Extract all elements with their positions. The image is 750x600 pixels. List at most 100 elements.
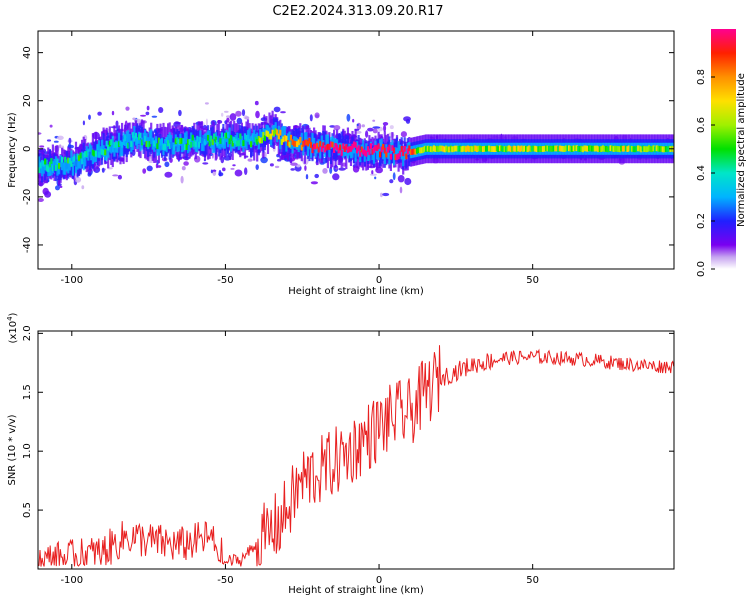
- spectrogram-ridge-cell: [87, 149, 90, 156]
- spectrogram-ridge-cell: [471, 146, 474, 153]
- spectrogram-band-cell: [71, 163, 74, 176]
- spectrogram-ridge-cell: [94, 151, 97, 157]
- spectrogram-noise-cell: [46, 139, 52, 142]
- spectrogram-ridge-cell: [236, 140, 239, 147]
- spectrogram-noise-cell: [382, 122, 389, 126]
- spectrogram-band-cell: [117, 140, 121, 160]
- spectrogram-band-cell: [227, 135, 230, 148]
- spectrogram-ridge-cell: [652, 145, 655, 152]
- spectrogram-ridge-cell: [606, 146, 609, 153]
- spectrogram-noise-cell: [132, 117, 136, 121]
- spectrogram-band-cell: [402, 154, 405, 167]
- spectrogram-ridge-cell: [99, 148, 102, 155]
- spectrogram-ridge-cell: [328, 144, 331, 150]
- spectrogram-band-cell: [277, 125, 280, 138]
- spectrogram-ridge-cell: [231, 140, 234, 147]
- spectrogram-x-tick-label: -100: [60, 275, 83, 286]
- spectrogram-band-cell: [300, 132, 303, 145]
- spectrogram-ridge-cell: [532, 145, 535, 152]
- spectrogram-ridge-cell: [296, 141, 299, 148]
- spectrogram-ridge-cell: [262, 132, 265, 138]
- spectrogram-ridge-cell: [156, 143, 159, 150]
- spectrogram-noise-cell: [88, 114, 91, 120]
- spectrogram-ridge-cell: [114, 141, 117, 148]
- spectrogram-noise-cell: [234, 169, 243, 177]
- spectrogram-ridge-cell: [190, 141, 193, 148]
- spectrogram-ridge-cell: [629, 145, 632, 152]
- spectrogram-ridge-cell: [462, 145, 465, 152]
- spectrogram-ridge-cell: [517, 145, 520, 152]
- spectrogram-ridge-cell: [529, 146, 532, 152]
- spectrogram-ridge-cell: [592, 145, 595, 152]
- spectrogram-ridge-cell: [305, 139, 308, 146]
- spectrogram-band-cell: [394, 147, 397, 160]
- spectrogram-band-cell: [121, 143, 124, 156]
- colorbar-ticks: 0.0 0.2 0.4 0.6 0.8: [696, 69, 715, 277]
- spectrogram-noise-cell: [58, 144, 62, 149]
- spectrogram-ridge-cell: [270, 133, 273, 140]
- spectrogram-band-cell: [276, 130, 279, 143]
- snr-x-tick-label: -100: [60, 575, 83, 586]
- spectrogram-band-cell: [380, 145, 383, 165]
- spectrogram-ridge-cell: [480, 146, 483, 152]
- spectrogram-ridge-cell: [74, 161, 78, 167]
- spectrogram-band-cell: [245, 137, 248, 150]
- spectrogram-noise-cell: [140, 114, 147, 117]
- spectrogram-noise-cell: [59, 185, 63, 188]
- spectrogram-noise-cell: [332, 173, 340, 181]
- spectrogram-ridge-cell: [179, 138, 182, 144]
- spectrogram-ridge-cell: [600, 146, 603, 152]
- spectrogram-noise-cell: [117, 174, 122, 180]
- spectrogram-ridge-cell: [357, 145, 360, 152]
- spectrogram-ridge-cell: [523, 145, 526, 152]
- spectrogram-ridge-cell: [108, 140, 111, 147]
- snr-multiplier-exponent: 4: [6, 316, 14, 321]
- spectrogram-band-cell: [38, 156, 41, 169]
- spectrogram-band-cell: [309, 145, 313, 158]
- spectrogram-ridge-cell: [379, 151, 382, 158]
- spectrogram-noise-cell: [314, 112, 320, 119]
- snr-y-tick-label: 1.5: [22, 384, 33, 400]
- spectrogram-band-cell: [256, 132, 259, 162]
- spectrogram-band-cell: [352, 141, 356, 154]
- spectrogram-ridge-cell: [131, 132, 134, 138]
- spectrogram-band-cell: [76, 157, 79, 170]
- spectrogram-ridge-cell: [82, 152, 85, 159]
- snr-panel: -100 -50 0 50 0.5 1.0 1.5 2.0 Height of straig…: [6, 312, 675, 596]
- spectrogram-ridge-cell: [489, 146, 492, 152]
- spectrogram-ridge-cell: [372, 147, 376, 153]
- spectrogram-band-cell: [179, 139, 182, 159]
- spectrogram-band-cell: [389, 142, 392, 155]
- spectrogram-noise-cell: [274, 165, 280, 169]
- spectrogram-x-tick-label: 50: [526, 275, 539, 286]
- spectrogram-ridge-cell: [439, 145, 442, 152]
- spectrogram-band-cell: [248, 128, 251, 141]
- spectrogram-ridge-cell: [317, 146, 320, 153]
- spectrogram-band-cell: [119, 144, 122, 157]
- spectrogram-ridge-cell: [569, 145, 572, 152]
- spectrogram-ridge-cell: [440, 145, 443, 152]
- spectrogram-band-cell: [297, 127, 300, 147]
- spectrogram-ridge-cell: [632, 146, 635, 153]
- spectrogram-ridge-cell: [150, 138, 153, 145]
- spectrogram-ridge-cell: [322, 142, 325, 149]
- spectrogram-ridge-cell: [230, 135, 233, 141]
- spectrogram-ridge-cell: [331, 141, 334, 148]
- spectrogram-band-cell: [317, 139, 320, 152]
- spectrogram-ridge-cell: [356, 147, 359, 154]
- spectrogram-ridge-cell: [320, 146, 323, 152]
- spectrogram-band-cell: [392, 153, 396, 166]
- spectrogram-ridge-cell: [623, 145, 626, 152]
- spectrogram-ridge-cell: [560, 145, 563, 152]
- spectrogram-ridge-cell: [466, 145, 469, 152]
- spectrogram-ridge-cell: [303, 139, 306, 146]
- spectrogram-band-cell: [346, 135, 349, 155]
- spectrogram-band-cell: [240, 125, 243, 146]
- spectrogram-noise-cell: [380, 192, 383, 198]
- spectrogram-ridge-cell: [182, 138, 185, 144]
- spectrogram-band-cell: [157, 143, 160, 156]
- spectrogram-ridge-cell: [661, 146, 664, 153]
- spectrogram-band-cell: [127, 130, 130, 143]
- spectrogram-ridge-cell: [288, 141, 291, 148]
- spectrogram-ridge-cell: [577, 146, 580, 152]
